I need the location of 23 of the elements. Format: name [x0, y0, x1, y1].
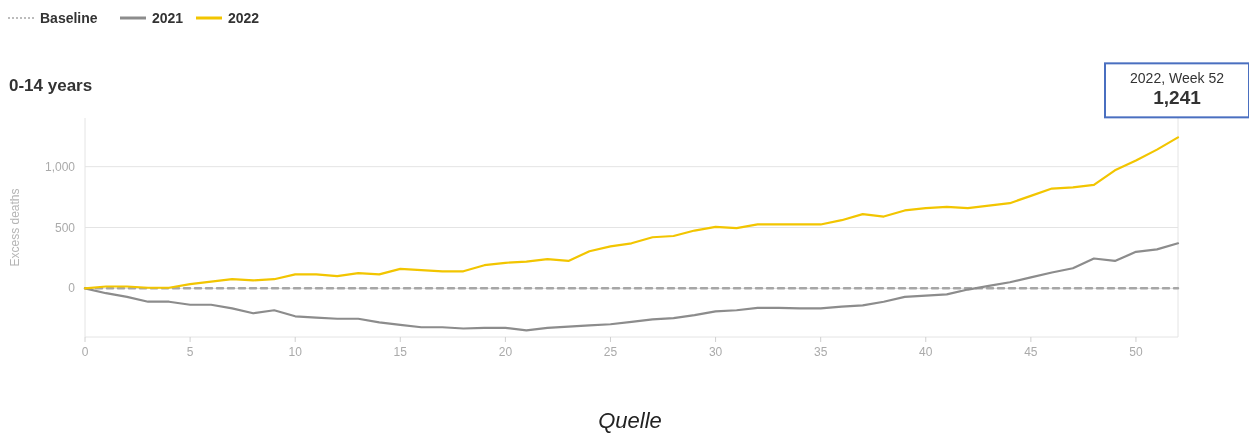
x-tick-label: 30	[708, 345, 723, 359]
y-tick-label: 1,000	[44, 159, 76, 174]
legend-label: 2021	[152, 10, 184, 26]
line-series	[83, 242, 1180, 332]
chart-title: 0-14 years	[9, 76, 93, 95]
x-tick-label: 10	[288, 345, 303, 359]
x-tick-label: 0	[81, 345, 89, 359]
legend-label: 2022	[228, 10, 260, 26]
x-tick-label: 5	[186, 345, 194, 359]
x-tick-label: 45	[1024, 345, 1038, 359]
legend-label: Baseline	[40, 10, 98, 26]
x-tick-label: 15	[393, 345, 408, 359]
annotation: 2022, Week 52 1,241	[1130, 70, 1225, 109]
y-tick-label: 0	[68, 281, 76, 296]
x-tick-label: 40	[919, 345, 933, 359]
x-tick-label: 20	[498, 345, 513, 359]
line-series	[83, 136, 1180, 290]
y-tick-label: 500	[54, 220, 76, 235]
x-tick-label: 50	[1129, 345, 1143, 359]
x-tick-label: 25	[603, 345, 618, 359]
y-axis-title: Excess deaths	[8, 188, 22, 267]
text: Quelle	[598, 408, 662, 433]
x-tick-label: 35	[813, 345, 828, 359]
